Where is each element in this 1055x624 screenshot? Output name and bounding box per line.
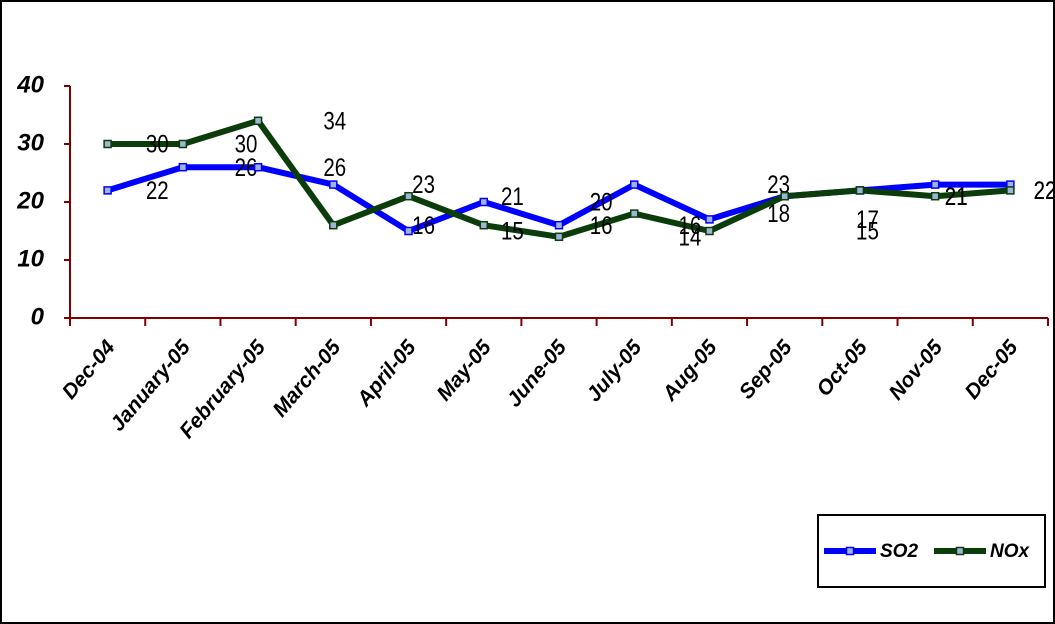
point-marker xyxy=(930,180,940,189)
data-label: 20 xyxy=(590,188,613,216)
point-marker xyxy=(705,215,714,224)
point-marker xyxy=(404,226,413,236)
data-label: 16 xyxy=(679,211,702,239)
point-marker xyxy=(780,191,789,201)
point-marker xyxy=(479,197,489,207)
point-marker xyxy=(629,180,639,189)
y-tick-label: 10 xyxy=(17,245,44,272)
point-marker xyxy=(329,180,338,189)
data-label: 30 xyxy=(235,130,258,158)
data-label: 21 xyxy=(945,182,968,210)
point-marker xyxy=(705,226,714,236)
data-label: 23 xyxy=(767,170,790,198)
point-marker xyxy=(479,220,489,230)
data-label: 26 xyxy=(235,153,258,181)
data-label: 23 xyxy=(412,170,435,198)
data-label: 30 xyxy=(146,130,169,158)
y-tick-label: 40 xyxy=(16,71,44,98)
data-label: 22 xyxy=(1034,176,1055,204)
point-marker xyxy=(930,191,940,201)
data-label: 22 xyxy=(146,176,169,204)
y-tick-label: 30 xyxy=(17,129,44,156)
data-label: 17 xyxy=(856,205,879,233)
data-label: 15 xyxy=(856,217,879,245)
point-marker xyxy=(404,191,413,201)
y-tick-label: 20 xyxy=(16,187,44,214)
data-label: 22 xyxy=(1034,176,1055,204)
data-label: 14 xyxy=(679,222,702,250)
point-marker xyxy=(178,139,188,149)
legend-label: SO2 xyxy=(880,541,918,562)
legend-marker xyxy=(955,546,965,556)
point-marker xyxy=(554,220,564,230)
data-label: 21 xyxy=(945,182,968,210)
data-label: 26 xyxy=(323,153,346,181)
legend-label: NOx xyxy=(990,541,1031,562)
point-marker xyxy=(103,139,112,149)
y-tick-label: 0 xyxy=(31,303,45,330)
point-marker xyxy=(253,162,263,172)
legend-marker xyxy=(845,546,855,556)
data-label: 15 xyxy=(501,217,524,245)
data-label: 18 xyxy=(767,199,790,227)
point-marker xyxy=(253,116,263,126)
data-label: 16 xyxy=(412,211,435,239)
data-label: 21 xyxy=(501,182,524,210)
point-marker xyxy=(855,186,865,195)
point-marker xyxy=(629,209,639,218)
point-marker xyxy=(554,232,564,242)
point-marker xyxy=(329,220,338,230)
point-marker xyxy=(1006,186,1015,195)
point-marker xyxy=(103,186,112,195)
point-marker xyxy=(178,162,188,172)
data-label: 16 xyxy=(590,211,613,239)
data-label: 34 xyxy=(323,106,346,134)
